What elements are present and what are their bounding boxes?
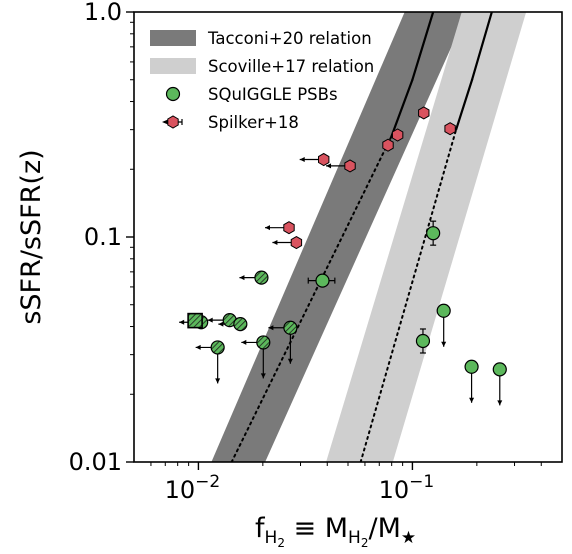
legend-entry-3-arrow <box>162 119 168 125</box>
squiggle-point-7 <box>283 320 298 335</box>
squiggle-point-6-ylimit-head <box>260 373 266 379</box>
spilker-point-2-xlimit-head <box>264 225 270 231</box>
squiggle-point-5-ylimit-head <box>215 378 221 384</box>
relation-line-1-seg-2 <box>470 12 493 81</box>
squiggle-point-6 <box>256 335 271 350</box>
legend-entry-2-label: SQuIGGLE PSBs <box>208 85 338 104</box>
x-tick-label-1: 10−1 <box>379 472 435 504</box>
squiggle-point-12-ylimit-head <box>497 400 503 406</box>
squiggle-point-4-xlimit-head <box>218 321 224 327</box>
x-axis-label: fH2 ≡ MH2/M★ <box>255 513 416 550</box>
spilker-point-7 <box>444 122 456 136</box>
spilker-point-0-xlimit-head <box>299 157 305 163</box>
squiggle-point-9 <box>436 303 451 318</box>
spilker-point-1 <box>344 159 356 173</box>
squiggle-point-12 <box>492 362 507 377</box>
special-square-marker <box>187 312 203 329</box>
squiggle-point-4 <box>233 317 248 332</box>
legend-entry-1-label: Scoville+17 relation <box>208 57 374 76</box>
squiggle-point-1 <box>254 270 269 285</box>
legend-entry-0-swatch <box>150 30 196 46</box>
squiggle-point-5 <box>210 340 225 355</box>
y-tick-label-1: 0.1 <box>84 223 122 251</box>
spilker-point-3 <box>290 235 303 250</box>
squiggle-point-11-ylimit-head <box>469 397 475 403</box>
squiggle-point-10 <box>415 333 431 349</box>
y-axis-label: sSFR/sSFR(z) <box>16 149 47 324</box>
spilker-point-2 <box>283 221 295 235</box>
spilker-point-0 <box>318 152 330 167</box>
legend-entry-0-label: Tacconi+20 relation <box>207 29 372 48</box>
squiggle-point-8 <box>426 226 441 241</box>
squiggle-point-11 <box>464 359 479 374</box>
relation-band-0 <box>211 12 468 462</box>
squiggle-point-2-xlimit-head <box>179 319 185 325</box>
legend-entry-1-swatch <box>150 58 196 74</box>
relation-line-1-seg-1 <box>455 78 474 131</box>
squiggle-point-9-ylimit-head <box>441 341 447 347</box>
relation-line-0-seg-1 <box>390 78 414 138</box>
relation-line-1-seg-0 <box>359 128 458 462</box>
legend-entry-3-label: Spilker+18 <box>208 113 299 132</box>
relation-line-0-seg-0 <box>230 135 393 462</box>
legend-entry-2-marker <box>165 86 181 102</box>
relation-line-0-seg-2 <box>411 12 435 81</box>
squiggle-point-3-xlimit-head <box>207 317 213 323</box>
squiggle-point-6-xlimit-head <box>241 339 247 345</box>
y-tick-label-0: 0.01 <box>69 448 122 476</box>
spilker-point-5 <box>391 128 404 142</box>
y-tick-label-2: 1.0 <box>84 0 122 26</box>
squiggle-point-7-xlimit-head <box>268 325 274 331</box>
squiggle-point-7-ylimit-head <box>287 358 293 364</box>
x-tick-label-0: 10−2 <box>165 472 221 504</box>
spilker-point-3-xlimit-head <box>272 240 278 246</box>
squiggle-point-5-xlimit-head <box>195 344 201 350</box>
legend-entry-3-marker <box>167 115 179 129</box>
spilker-point-1-xlimit-head <box>326 163 332 169</box>
squiggle-point-0 <box>315 273 330 288</box>
spilker-point-6 <box>418 106 430 120</box>
squiggle-point-1-xlimit-head <box>239 275 245 281</box>
spilker-point-4 <box>382 138 394 152</box>
